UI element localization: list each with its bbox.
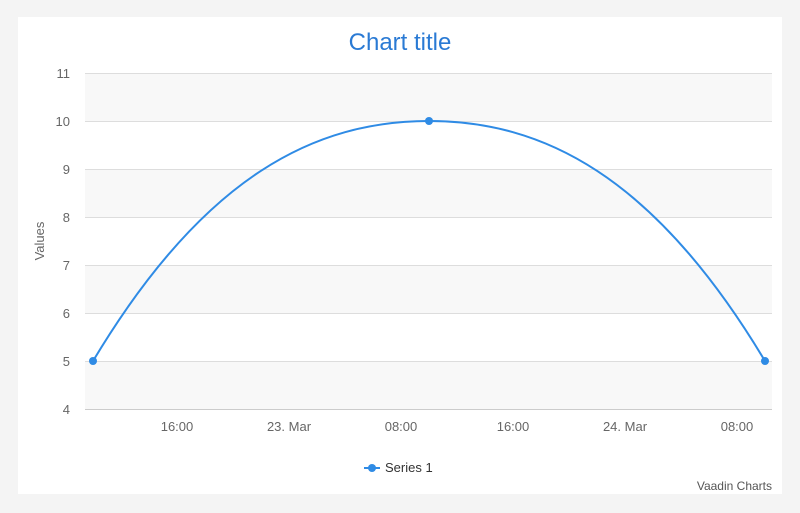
legend-series-1-marker [368,464,376,472]
x-tick-label: 08:00 [385,419,418,434]
y-tick-label: 7 [63,258,70,273]
x-tick-label: 23. Mar [267,419,312,434]
plot-band [85,169,772,217]
data-point[interactable] [89,357,97,365]
x-axis-ticks: 16:00 23. Mar 08:00 16:00 24. Mar 08:00 [85,409,772,434]
chart-title: Chart title [349,29,452,56]
y-axis-label: Values [32,221,47,260]
plot-band [85,265,772,313]
y-tick-label: 9 [63,162,70,177]
x-tick-label: 16:00 [161,419,194,434]
series-group [89,117,769,365]
y-tick-label: 8 [63,210,70,225]
y-tick-label: 4 [63,402,70,417]
y-tick-label: 11 [57,66,71,81]
data-point[interactable] [761,357,769,365]
data-point[interactable] [425,117,433,125]
y-tick-label: 6 [63,306,70,321]
plot-band [85,73,772,121]
series-line[interactable] [92,119,766,362]
credits-link[interactable]: Vaadin Charts [697,479,772,493]
plot-band [85,361,772,409]
y-tick-label: 10 [56,114,70,129]
y-tick-label: 5 [63,354,70,369]
x-tick-label: 08:00 [721,419,754,434]
legend[interactable]: Series 1 [364,460,433,475]
x-tick-label: 24. Mar [603,419,648,434]
y-axis-ticks: 4 5 6 7 8 9 10 11 [56,66,70,417]
legend-series-1-label[interactable]: Series 1 [385,460,433,475]
plot-bands [85,73,772,409]
x-tick-label: 16:00 [497,419,530,434]
